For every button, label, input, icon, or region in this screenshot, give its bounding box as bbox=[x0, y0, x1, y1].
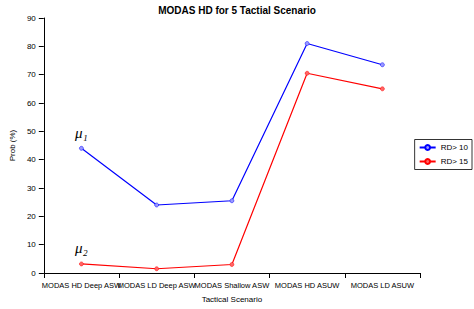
svg-text:RD> 15: RD> 15 bbox=[441, 157, 469, 166]
svg-text:70: 70 bbox=[27, 70, 36, 79]
svg-text:40: 40 bbox=[27, 155, 36, 164]
svg-text:Tactical Scenario: Tactical Scenario bbox=[202, 295, 263, 304]
svg-text:0: 0 bbox=[31, 269, 36, 278]
svg-text:20: 20 bbox=[27, 212, 36, 221]
svg-text:Prob (%): Prob (%) bbox=[8, 129, 17, 161]
svg-text:90: 90 bbox=[27, 14, 36, 23]
svg-text:MODAS LD ASUW: MODAS LD ASUW bbox=[351, 281, 415, 290]
svg-text:MODAS HD Deep ASW: MODAS HD Deep ASW bbox=[42, 281, 122, 290]
svg-text:MODAS HD for 5 Tactial Scenari: MODAS HD for 5 Tactial Scenario bbox=[158, 5, 316, 16]
svg-text:μ₂: μ₂ bbox=[74, 240, 88, 256]
svg-text:80: 80 bbox=[27, 42, 36, 51]
svg-text:RD> 10: RD> 10 bbox=[441, 143, 469, 152]
svg-text:50: 50 bbox=[27, 127, 36, 136]
svg-text:30: 30 bbox=[27, 184, 36, 193]
svg-text:10: 10 bbox=[27, 240, 36, 249]
svg-text:MODAS Shallow ASW: MODAS Shallow ASW bbox=[195, 281, 271, 290]
svg-text:MODAS HD ASUW: MODAS HD ASUW bbox=[275, 281, 341, 290]
svg-text:60: 60 bbox=[27, 99, 36, 108]
svg-text:μ₁: μ₁ bbox=[74, 125, 88, 141]
svg-text:MODAS LD Deep ASW: MODAS LD Deep ASW bbox=[118, 281, 197, 290]
